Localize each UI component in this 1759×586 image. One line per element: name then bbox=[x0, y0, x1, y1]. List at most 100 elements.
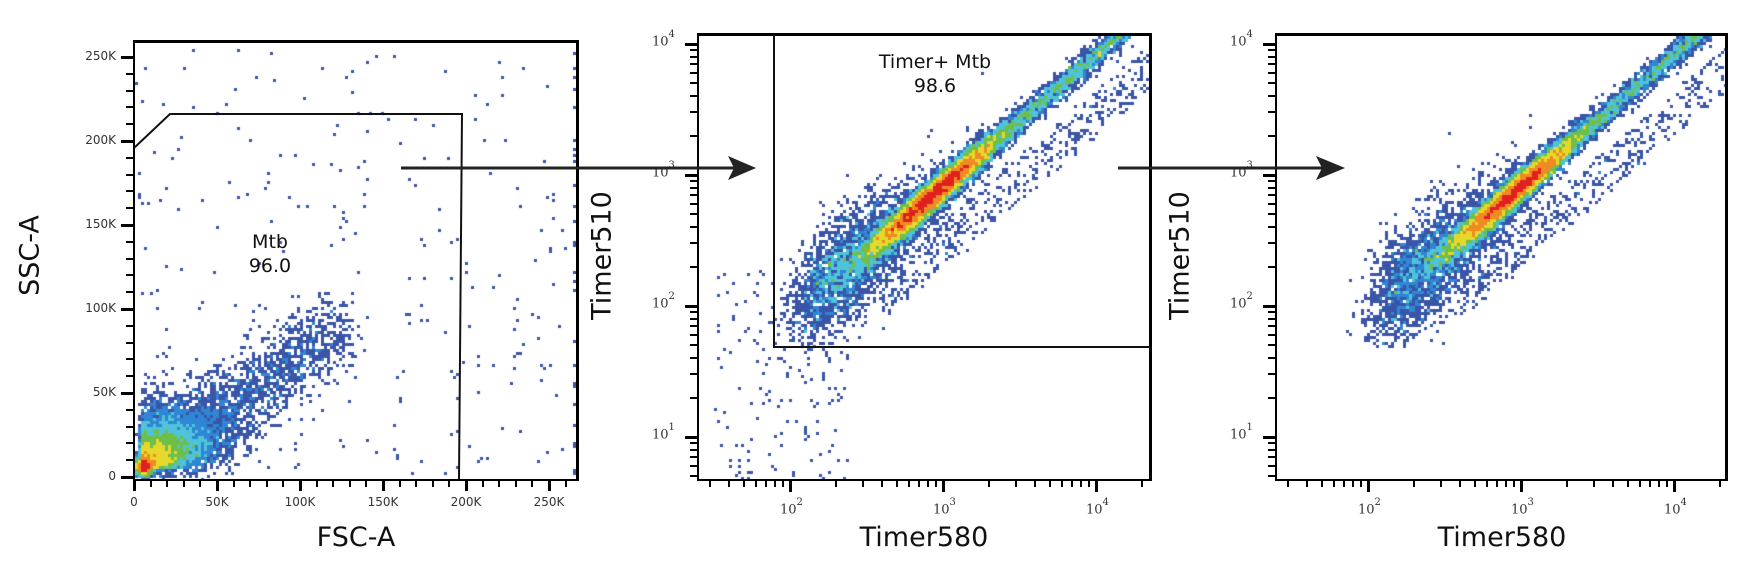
axis-tick bbox=[895, 480, 898, 487]
tick-label: 50K bbox=[92, 385, 116, 399]
tick-label: 250K bbox=[85, 49, 116, 63]
gate-name: Timer+ Mtb bbox=[878, 51, 992, 73]
x-axis-title-fsc: FSC-A bbox=[316, 522, 396, 553]
gate-label-timer-mtb: Timer+ Mtb 98.6 bbox=[835, 50, 1035, 98]
axis-tick bbox=[1343, 480, 1346, 487]
axis-tick bbox=[690, 334, 698, 337]
axis-tick bbox=[126, 375, 133, 378]
tick-label: 101 bbox=[652, 422, 675, 443]
axis-tick bbox=[1268, 82, 1276, 85]
axis-tick bbox=[690, 186, 698, 189]
axis-tick bbox=[126, 173, 133, 176]
axis-tick bbox=[1080, 480, 1083, 487]
axis-tick bbox=[1014, 480, 1017, 487]
axis-tick bbox=[315, 480, 318, 487]
axis-tick bbox=[1268, 226, 1276, 229]
axis-tick bbox=[1439, 480, 1442, 487]
axis-tick bbox=[1359, 480, 1362, 487]
axis-tick bbox=[398, 480, 401, 487]
axis-tick bbox=[126, 291, 133, 294]
axis-tick bbox=[685, 304, 698, 308]
axis-tick bbox=[265, 480, 268, 487]
axis-tick bbox=[481, 480, 484, 487]
axis-tick bbox=[514, 480, 517, 487]
gate-rectangle-timer-mtb[interactable] bbox=[773, 34, 1150, 348]
axis-tick bbox=[690, 344, 698, 347]
axis-tick bbox=[690, 203, 698, 206]
axis-tick bbox=[781, 480, 784, 487]
axis-tick bbox=[755, 480, 758, 487]
axis-tick bbox=[1519, 480, 1523, 492]
tick-label: 100K bbox=[85, 301, 116, 315]
axis-tick bbox=[685, 42, 698, 46]
tick-label: 0 bbox=[130, 495, 138, 509]
axis-tick bbox=[232, 480, 235, 487]
axis-tick bbox=[690, 72, 698, 75]
axis-tick bbox=[765, 480, 768, 487]
axis-tick bbox=[690, 95, 698, 98]
axis-tick bbox=[1087, 480, 1090, 487]
axis-tick bbox=[690, 441, 698, 444]
tick-label: 102 bbox=[780, 497, 803, 518]
axis-tick bbox=[690, 396, 698, 399]
axis-tick bbox=[708, 480, 711, 487]
axis-tick bbox=[126, 425, 133, 428]
axis-tick bbox=[685, 173, 698, 177]
tick-label: 102 bbox=[1358, 497, 1381, 518]
axis-tick bbox=[690, 357, 698, 360]
axis-tick bbox=[415, 480, 418, 487]
axis-tick bbox=[690, 373, 698, 376]
axis-tick bbox=[1268, 325, 1276, 328]
axis-tick bbox=[1268, 357, 1276, 360]
axis-tick bbox=[690, 265, 698, 268]
axis-tick bbox=[1268, 213, 1276, 216]
axis-tick bbox=[1639, 480, 1642, 487]
axis-tick bbox=[774, 480, 777, 487]
axis-tick bbox=[690, 465, 698, 468]
axis-tick bbox=[132, 480, 136, 491]
axis-tick bbox=[1512, 480, 1515, 487]
axis-tick bbox=[121, 139, 133, 143]
gate-polygon-mtb[interactable] bbox=[133, 113, 464, 480]
axis-tick bbox=[1268, 95, 1276, 98]
axis-tick bbox=[1268, 179, 1276, 182]
axis-tick bbox=[126, 106, 133, 109]
axis-tick bbox=[126, 324, 133, 327]
axis-tick bbox=[282, 480, 285, 487]
axis-tick bbox=[861, 480, 864, 487]
axis-tick bbox=[1034, 480, 1037, 487]
axis-tick bbox=[126, 190, 133, 193]
axis-tick bbox=[121, 391, 133, 395]
axis-tick bbox=[690, 111, 698, 114]
axis-tick bbox=[381, 480, 385, 491]
tick-label: 103 bbox=[933, 497, 956, 518]
axis-tick bbox=[126, 123, 133, 126]
axis-tick bbox=[1268, 310, 1276, 313]
axis-tick bbox=[126, 240, 133, 243]
axis-tick bbox=[881, 480, 884, 487]
axis-tick bbox=[121, 223, 133, 227]
arrow-icon bbox=[1118, 156, 1345, 180]
axis-tick bbox=[690, 63, 698, 66]
gate-name: Mtb bbox=[252, 231, 288, 253]
axis-tick bbox=[1286, 480, 1289, 487]
plot-frame-timer-result bbox=[1275, 33, 1728, 481]
axis-tick bbox=[1268, 465, 1276, 468]
axis-tick bbox=[126, 341, 133, 344]
axis-tick bbox=[1268, 194, 1276, 197]
gate-label-mtb: Mtb 96.0 bbox=[170, 230, 370, 278]
axis-tick bbox=[690, 317, 698, 320]
tick-label: 0 bbox=[108, 469, 116, 483]
axis-tick bbox=[1061, 480, 1064, 487]
axis-tick bbox=[1268, 134, 1276, 137]
axis-tick bbox=[988, 480, 991, 487]
axis-tick bbox=[431, 480, 434, 487]
axis-tick bbox=[1413, 480, 1416, 487]
axis-tick bbox=[690, 448, 698, 451]
axis-tick bbox=[1473, 480, 1476, 487]
axis-tick bbox=[1268, 186, 1276, 189]
axis-tick bbox=[1263, 42, 1276, 46]
axis-tick bbox=[547, 480, 551, 491]
axis-tick bbox=[918, 480, 921, 487]
